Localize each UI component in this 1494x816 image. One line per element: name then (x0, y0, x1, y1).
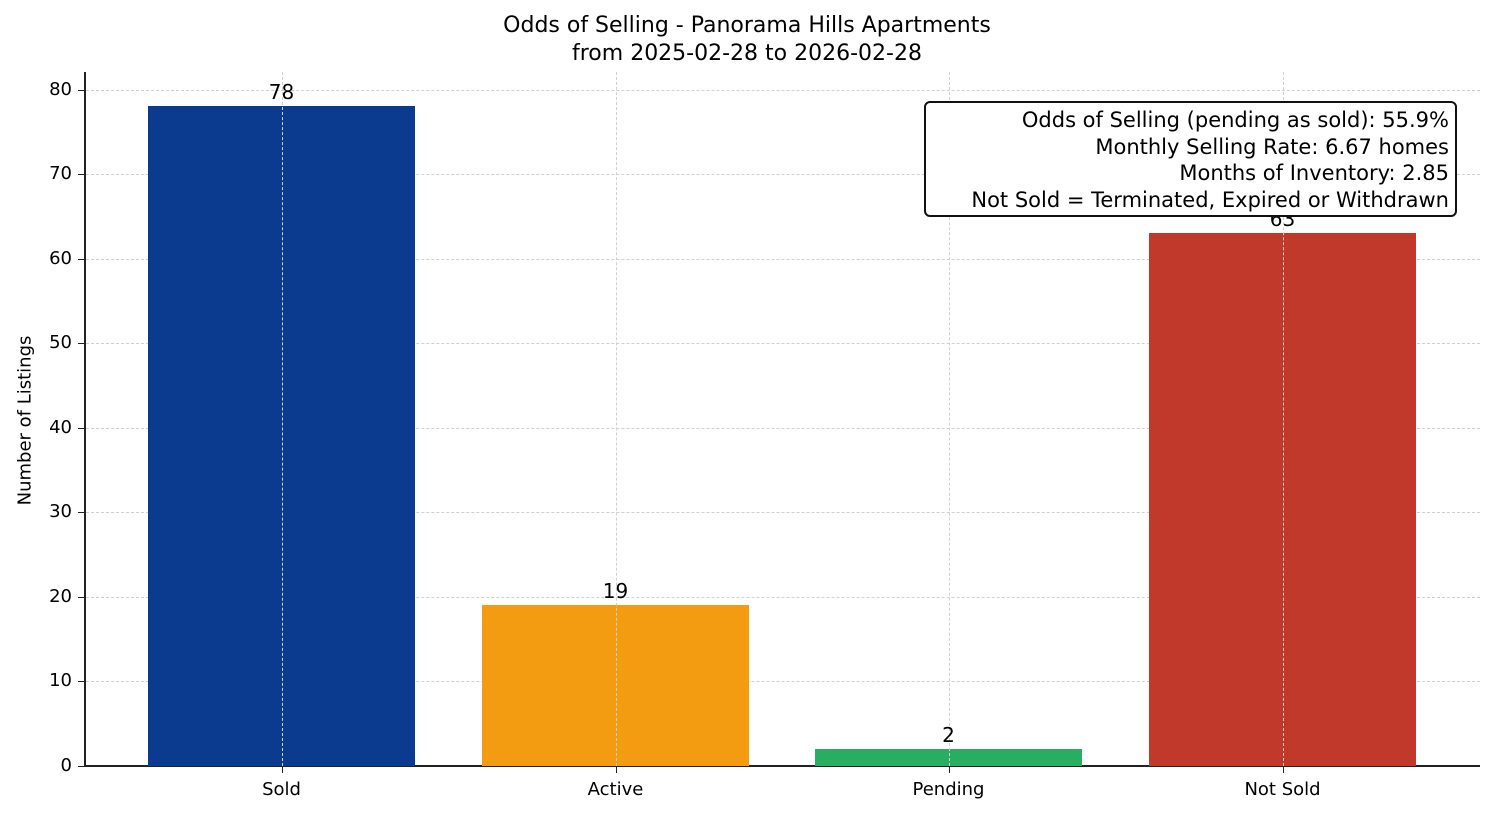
y-tick (78, 681, 84, 683)
y-tick (78, 258, 84, 260)
y-tick-label: 30 (49, 501, 72, 523)
chart-title: Odds of Selling - Panorama Hills Apartme… (0, 12, 1494, 68)
x-tick-label: Not Sold (1244, 779, 1321, 800)
gridline-horizontal (86, 89, 1480, 91)
y-tick (78, 512, 84, 514)
gridline-horizontal (86, 427, 1480, 429)
y-axis-spine (84, 72, 86, 767)
annotation-line: Not Sold = Terminated, Expired or Withdr… (971, 187, 1449, 212)
bar-value-label: 2 (942, 723, 955, 748)
bar-value-label: 19 (602, 579, 629, 604)
annotation-box: Odds of Selling (pending as sold): 55.9%… (924, 101, 1457, 217)
x-axis-spine (84, 765, 1480, 767)
gridline-horizontal (86, 596, 1480, 598)
y-tick-label: 60 (49, 247, 72, 269)
y-tick-label: 50 (49, 332, 72, 354)
y-tick (78, 174, 84, 176)
gridline-horizontal (86, 258, 1480, 260)
gridline-vertical (615, 72, 617, 766)
chart-title-main: Odds of Selling - Panorama Hills Apartme… (503, 13, 991, 38)
x-tick (1282, 767, 1284, 773)
gridline-horizontal (86, 343, 1480, 345)
x-tick-label: Sold (262, 779, 301, 800)
gridline-vertical (948, 72, 950, 766)
x-tick-label: Pending (912, 779, 985, 800)
x-tick-label: Active (587, 779, 644, 800)
y-tick (78, 427, 84, 429)
gridline-horizontal (86, 174, 1480, 176)
gridline-horizontal (86, 681, 1480, 683)
x-tick (615, 767, 617, 773)
annotation-line: Months of Inventory: 2.85 (1179, 161, 1449, 185)
chart-subtitle: from 2025-02-28 to 2026-02-28 (572, 41, 922, 66)
annotation-line: Monthly Selling Rate: 6.67 homes (1095, 134, 1449, 159)
y-tick (78, 89, 84, 91)
y-tick-label: 80 (49, 78, 72, 100)
y-tick (78, 596, 84, 598)
x-tick (281, 767, 283, 773)
y-tick-label: 20 (49, 585, 72, 607)
y-tick-label: 70 (49, 163, 72, 185)
gridline-horizontal (86, 512, 1480, 514)
y-tick-label: 40 (49, 416, 72, 438)
bar-value-label: 78 (268, 80, 295, 105)
y-tick-label: 0 (60, 755, 72, 776)
y-tick (78, 766, 84, 767)
gridline-vertical (1282, 72, 1284, 766)
y-tick (78, 343, 84, 345)
gridline-vertical (281, 72, 283, 766)
annotation-line: Odds of Selling (pending as sold): 55.9% (1021, 108, 1449, 132)
y-tick-label: 10 (49, 670, 72, 692)
x-tick (948, 767, 950, 773)
